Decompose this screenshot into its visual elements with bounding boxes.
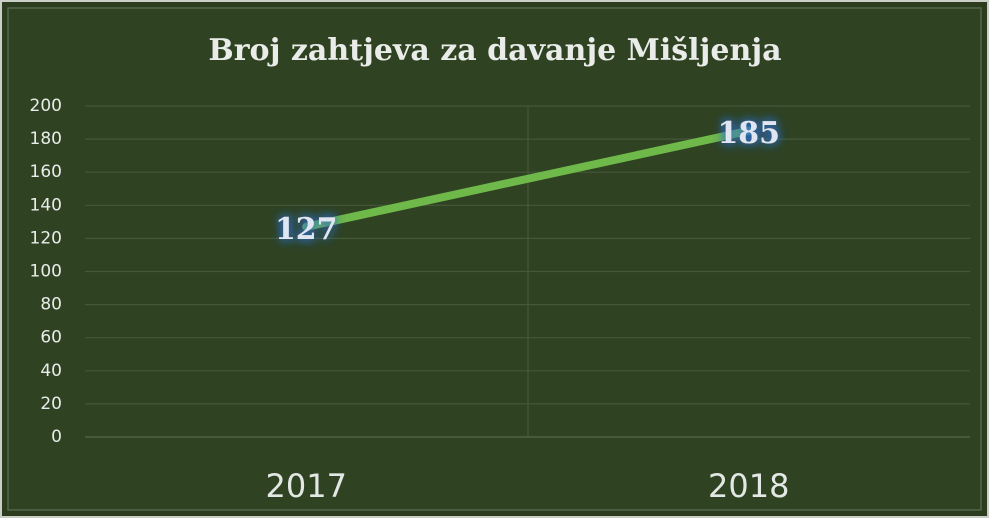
x-tick-label: 2017 xyxy=(266,467,347,505)
x-tick-label: 2018 xyxy=(708,467,789,505)
data-label: 185 xyxy=(717,116,780,151)
y-tick-label: 140 xyxy=(30,195,62,215)
y-tick-label: 20 xyxy=(40,394,62,414)
y-tick-label: 80 xyxy=(40,295,62,315)
y-tick-label: 160 xyxy=(30,162,62,182)
y-tick-label: 40 xyxy=(40,361,62,381)
data-line xyxy=(302,126,753,231)
chart-area xyxy=(7,7,982,511)
y-tick-label: 60 xyxy=(40,328,62,348)
y-tick-label: 180 xyxy=(30,129,62,149)
y-tick-label: 100 xyxy=(30,262,62,282)
y-tick-label: 0 xyxy=(51,427,62,447)
chart-title: Broj zahtjeva za davanje Mišljenja xyxy=(208,33,781,68)
y-tick-label: 200 xyxy=(30,96,62,116)
y-tick-label: 120 xyxy=(30,228,62,248)
data-label: 127 xyxy=(275,212,338,247)
